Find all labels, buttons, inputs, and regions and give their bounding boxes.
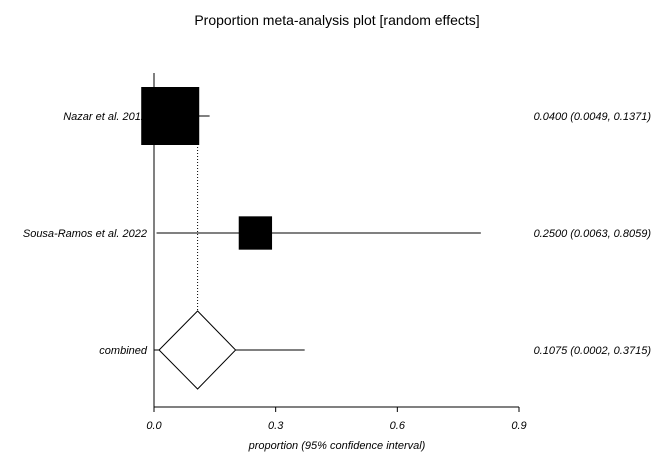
combined-label: combined <box>99 345 148 357</box>
study-box <box>238 216 273 250</box>
combined-diamond <box>158 310 237 390</box>
study-box <box>141 87 200 145</box>
x-tick-label: 0.9 <box>511 420 526 432</box>
x-axis-label: proportion (95% confidence interval) <box>248 440 426 452</box>
plot-area: 0.0 0.3 0.6 0.9 Nazar et al. 2012 0.0400 (0.0… <box>23 73 651 432</box>
ci-text: 0.0400 (0.0049, 0.1371) <box>534 111 652 123</box>
study-label: Nazar et al. 2012 <box>63 111 147 123</box>
chart-title: Proportion meta-analysis plot [random ef… <box>194 12 479 28</box>
x-tick-label: 0.6 <box>390 420 406 432</box>
combined-ci-text: 0.1075 (0.0002, 0.3715) <box>534 345 652 357</box>
x-tick-label: 0.0 <box>146 420 162 432</box>
study-label: Sousa-Ramos et al. 2022 <box>23 228 147 240</box>
x-tick-label: 0.3 <box>268 420 284 432</box>
ci-text: 0.2500 (0.0063, 0.8059) <box>534 228 652 240</box>
